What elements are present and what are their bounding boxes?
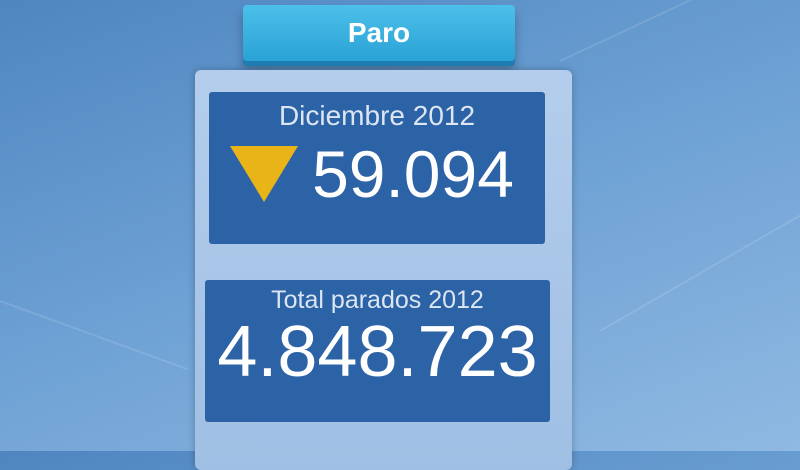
monthly-label: Diciembre 2012 (209, 100, 545, 132)
total-value: 4.848.723 (205, 311, 550, 393)
monthly-value: 59.094 (312, 136, 514, 212)
background-stripe (560, 0, 800, 62)
title-banner: Paro (243, 5, 515, 61)
monthly-box: Diciembre 2012 59.094 (209, 92, 545, 244)
down-triangle-icon (230, 146, 298, 202)
background-stripe (600, 200, 800, 332)
stats-panel: Diciembre 2012 59.094 Total parados 2012… (195, 70, 572, 470)
background-stripe (0, 300, 188, 370)
total-box: Total parados 2012 4.848.723 (205, 280, 550, 422)
